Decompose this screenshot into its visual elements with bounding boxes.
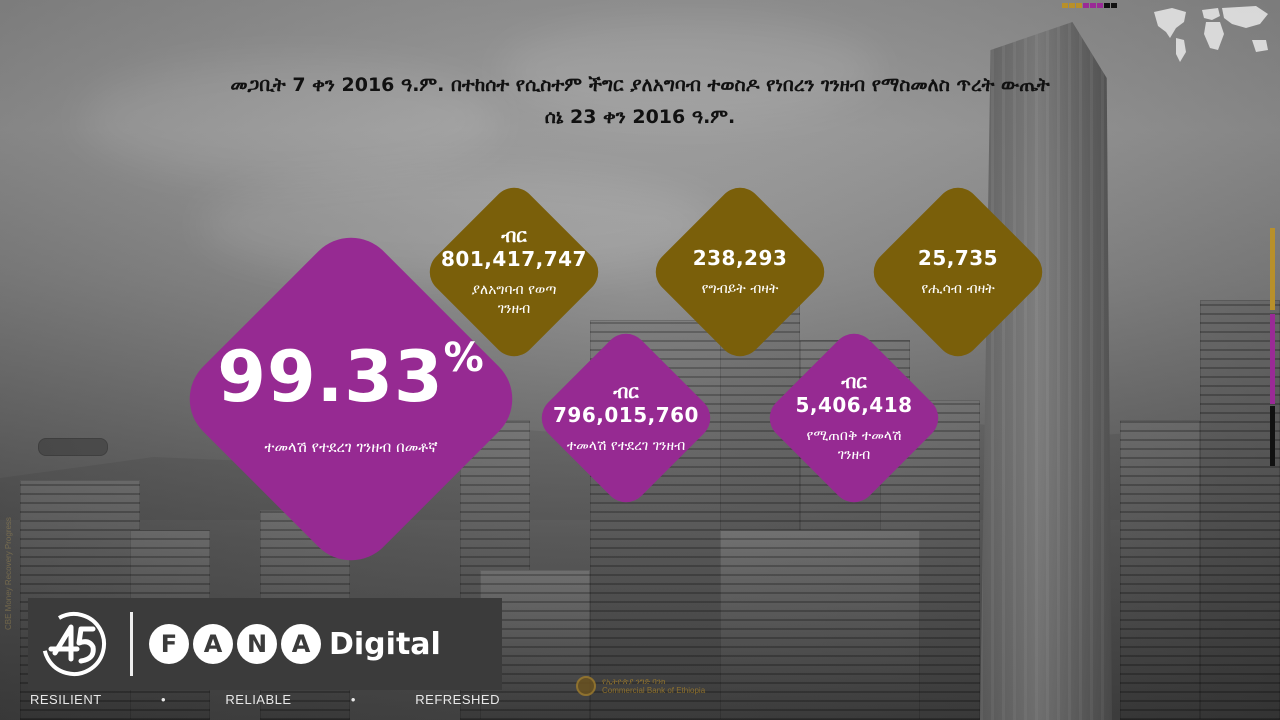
transactions-value: 238,293	[692, 245, 788, 270]
pending-label: የሚጠበቅ ተመላሽ ገንዘብ	[806, 428, 902, 463]
tagline-word: REFRESHED	[415, 692, 500, 707]
fana-45-emblem-icon	[28, 598, 120, 690]
transactions-label: የግብይት ብዛት	[701, 280, 779, 297]
diamond-recovery-percent: 99.33% ተመላሽ የተደረገ ገንዘብ በመቶኛ	[186, 234, 516, 564]
returned-currency: ብር	[613, 380, 639, 403]
edge-bar-black	[1270, 406, 1275, 466]
pending-value: 5,406,418	[795, 393, 913, 418]
returned-value: 796,015,760	[553, 402, 699, 427]
withdrawn-currency: ብር	[501, 225, 527, 248]
headline-line-2: ሰኔ 23 ቀን 2016 ዓ.ም.	[544, 106, 736, 128]
diamond-returned-amount: ብር 796,015,760 ተመላሽ የተደረገ ገንዘብ	[536, 328, 716, 508]
returned-label: ተመላሽ የተደረገ ገንዘብ	[566, 437, 686, 454]
diamond-account-count: 25,735 የሒሳብ ብዛት	[868, 182, 1048, 362]
fana-letter: F	[149, 624, 189, 664]
withdrawn-label: ያለአግባብ የወጣ ገንዘብ	[471, 282, 557, 317]
fana-letter: N	[237, 624, 277, 664]
recovery-percent-label: ተመላሽ የተደረገ ገንዘብ በመቶኛ	[264, 438, 438, 456]
pending-currency: ብር	[841, 371, 867, 394]
headline-line-1: መጋቢት 7 ቀን 2016 ዓ.ም. በተከሰተ የሲስተም ችግር ያለአግ…	[230, 74, 1050, 96]
tagline-word: RESILIENT	[30, 692, 102, 707]
accounts-value: 25,735	[917, 245, 999, 270]
brand-tagline: RESILIENT • RELIABLE • REFRESHED	[30, 692, 500, 707]
edge-bar-purple	[1270, 314, 1275, 404]
cbe-sponsor-logo: የኢትዮጵያ ንግድ ባንክ Commercial Bank of Ethiop…	[576, 676, 705, 696]
withdrawn-value: 801,417,747	[441, 247, 587, 272]
tagline-separator: •	[350, 692, 356, 707]
cbe-name-amharic: የኢትዮጵያ ንግድ ባንክ	[602, 676, 666, 686]
fana-letter: A	[193, 624, 233, 664]
fana-letter: A	[281, 624, 321, 664]
edge-bar-gold	[1270, 228, 1275, 310]
world-map-icon	[1154, 6, 1268, 62]
tagline-separator: •	[161, 692, 167, 707]
fana-digital-logo: F A N A Digital	[28, 598, 502, 690]
diamond-pending-amount: ብር 5,406,418 የሚጠበቅ ተመላሽ ገንዘብ	[764, 328, 944, 508]
color-squares	[1062, 3, 1117, 8]
diamond-withdrawn-amount: ብር 801,417,747 ያለአግባብ የወጣ ገንዘብ	[424, 182, 604, 362]
cbe-seal-icon	[576, 676, 596, 696]
cbe-name-english: Commercial Bank of Ethiopia	[602, 686, 706, 695]
accounts-label: የሒሳብ ብዛት	[921, 280, 995, 297]
diamond-transaction-count: 238,293 የግብይት ብዛት	[650, 182, 830, 362]
tagline-word: RELIABLE	[225, 692, 292, 707]
fana-letters: F A N A	[149, 624, 321, 664]
recovery-percent-value: 99.33%	[217, 335, 485, 418]
digital-wordmark: Digital	[329, 626, 441, 662]
logo-divider	[130, 612, 133, 676]
side-vertical-text: CBE Money Recovery Progress	[4, 517, 13, 630]
